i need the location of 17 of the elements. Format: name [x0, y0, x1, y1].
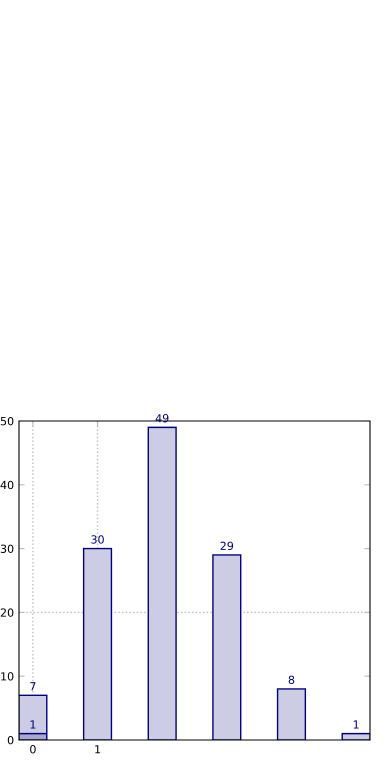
data-label: 1 [30, 720, 36, 729]
data-label: 1 [354, 720, 359, 729]
bar [212, 554, 242, 740]
y-tick-label: 10 [1, 672, 14, 681]
y-tick-label: 30 [0, 544, 14, 553]
data-label: 29 [220, 542, 234, 550]
data-label: 8 [288, 676, 294, 684]
y-tick-label: 20 [0, 608, 14, 617]
data-label: 7 [30, 682, 36, 690]
y-tick-label: 40 [0, 480, 14, 490]
bar [342, 732, 370, 740]
bar [82, 548, 112, 740]
bar [276, 688, 306, 740]
y-tick-label: 50 [0, 416, 14, 426]
y-tick-label: 0 [8, 736, 14, 744]
bar [148, 426, 177, 740]
data-label: 30 [91, 535, 104, 544]
